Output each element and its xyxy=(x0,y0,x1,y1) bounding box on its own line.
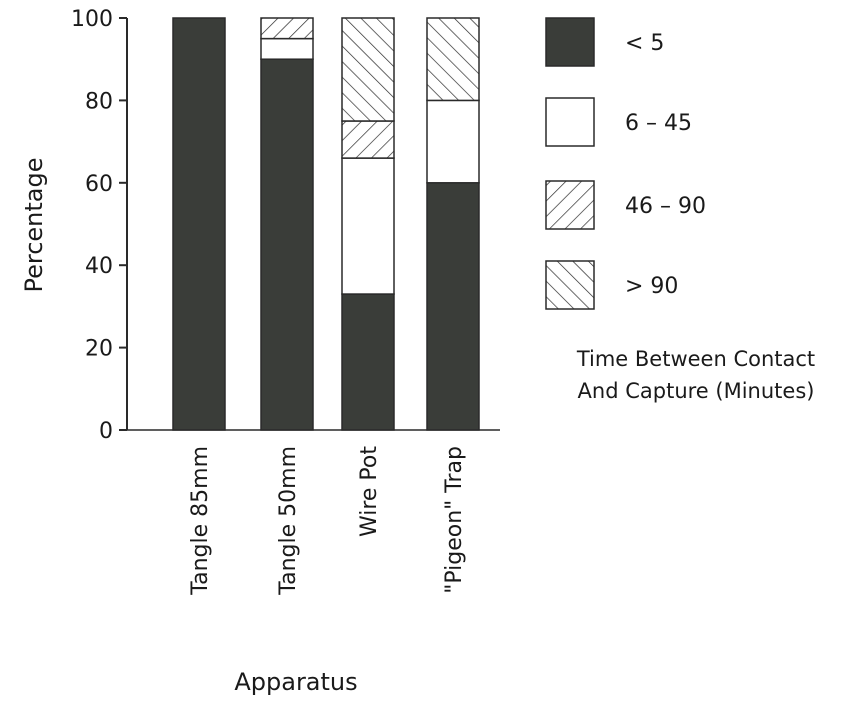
legend-label: 46 – 90 xyxy=(625,194,706,219)
bar-segment xyxy=(260,17,314,40)
legend-title: Time Between Contact And Capture (Minutes… xyxy=(576,347,815,403)
bar-segment xyxy=(426,17,480,102)
y-tick-label: 0 xyxy=(99,419,113,444)
bar-segment xyxy=(341,120,395,159)
y-tick-label: 40 xyxy=(85,254,113,279)
legend-swatch xyxy=(545,180,595,230)
bar-segment xyxy=(172,17,226,431)
legend-title-line: Time Between Contact xyxy=(576,347,815,371)
y-tick-label: 80 xyxy=(85,89,113,114)
legend-title-line: And Capture (Minutes) xyxy=(578,379,815,403)
bar-segment xyxy=(426,182,480,431)
legend-swatch xyxy=(545,260,595,310)
y-tick-label: 20 xyxy=(85,337,113,362)
y-tick-label: 60 xyxy=(85,172,113,197)
x-axis-labels: Tangle 85mm Tangle 50mm Wire Pot "Pigeon" T… xyxy=(188,446,467,596)
legend-label: 6 – 45 xyxy=(625,111,692,136)
legend-label: < 5 xyxy=(625,31,664,56)
legend-swatch xyxy=(545,17,595,67)
bar-segment xyxy=(341,17,395,122)
legend-swatch xyxy=(545,97,595,147)
bar-segment xyxy=(260,58,314,431)
x-category-label: Tangle 50mm xyxy=(276,446,301,596)
bars xyxy=(172,17,480,431)
legend: < 5 6 – 45 46 – 90 > 90 xyxy=(545,17,706,310)
legend-label: > 90 xyxy=(625,274,678,299)
bar-segment xyxy=(260,37,314,60)
y-axis-title: Percentage xyxy=(20,157,48,292)
y-tick-label: 100 xyxy=(71,7,113,32)
x-category-label: "Pigeon" Trap xyxy=(442,446,467,594)
bar-segment xyxy=(341,157,395,295)
x-category-label: Tangle 85mm xyxy=(188,446,213,596)
bar-segment xyxy=(341,293,395,431)
x-category-label: Wire Pot xyxy=(357,446,382,537)
x-axis-title: Apparatus xyxy=(234,668,357,696)
bar-segment xyxy=(426,99,480,184)
